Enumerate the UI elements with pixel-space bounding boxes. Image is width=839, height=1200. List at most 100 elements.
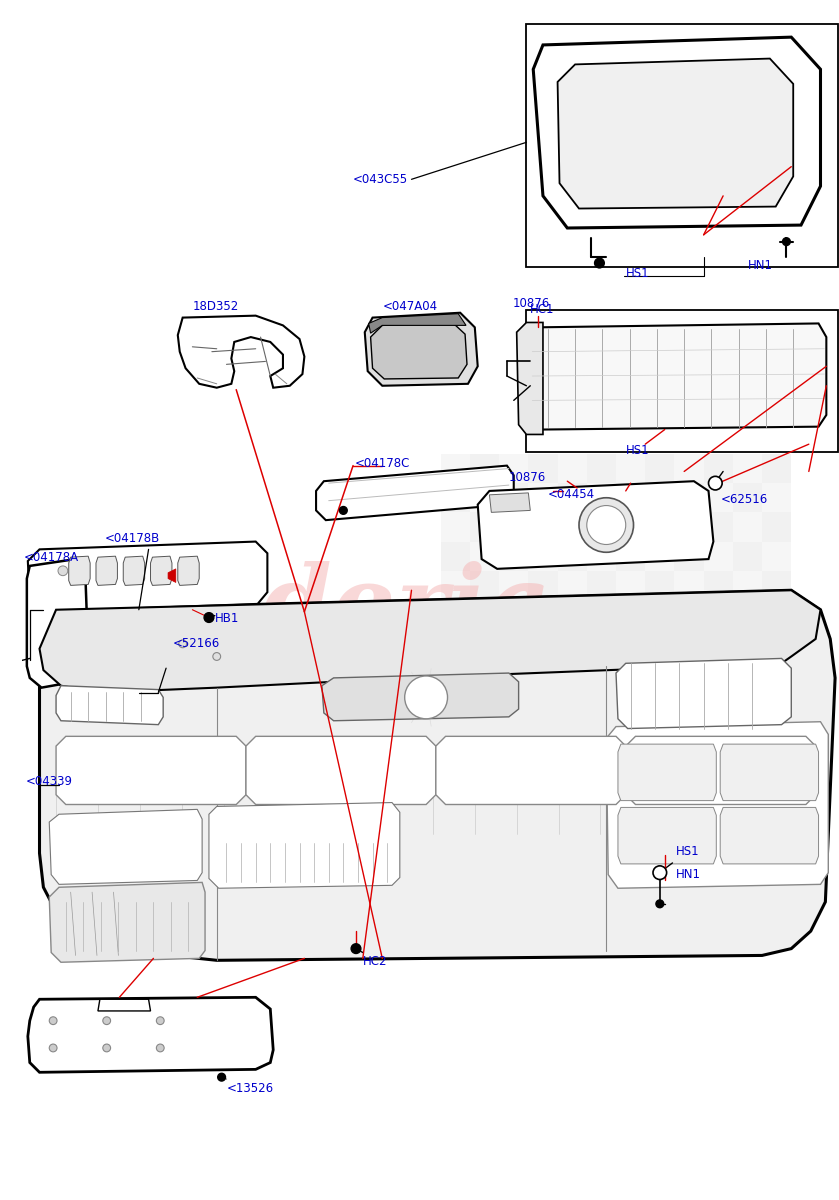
Polygon shape (529, 629, 558, 659)
Polygon shape (704, 746, 732, 775)
Polygon shape (675, 571, 704, 600)
Polygon shape (440, 688, 470, 716)
Polygon shape (529, 775, 558, 804)
Text: HC2: HC2 (362, 955, 388, 968)
Polygon shape (732, 512, 762, 541)
Polygon shape (675, 512, 704, 541)
Polygon shape (499, 484, 529, 512)
Polygon shape (762, 716, 791, 746)
Polygon shape (616, 484, 645, 512)
Text: 18D352: 18D352 (192, 300, 238, 313)
Polygon shape (762, 571, 791, 600)
Polygon shape (28, 541, 268, 612)
Polygon shape (477, 481, 713, 569)
Polygon shape (499, 600, 529, 629)
Circle shape (595, 258, 604, 268)
Polygon shape (470, 454, 499, 484)
Circle shape (179, 640, 186, 648)
Polygon shape (675, 454, 704, 484)
Polygon shape (489, 493, 530, 512)
Polygon shape (618, 744, 717, 800)
Polygon shape (586, 659, 616, 688)
Polygon shape (517, 323, 543, 434)
Polygon shape (732, 484, 762, 512)
Polygon shape (470, 775, 499, 804)
Polygon shape (645, 541, 675, 571)
Polygon shape (440, 629, 470, 659)
Text: <043C55: <043C55 (353, 174, 409, 186)
Circle shape (217, 1073, 226, 1081)
Polygon shape (704, 659, 732, 688)
Polygon shape (645, 688, 675, 716)
Polygon shape (529, 454, 558, 484)
Polygon shape (246, 737, 435, 804)
Circle shape (103, 1016, 111, 1025)
Text: HS1: HS1 (626, 266, 649, 280)
Polygon shape (732, 454, 762, 484)
Circle shape (50, 1016, 57, 1025)
Polygon shape (558, 716, 586, 746)
Polygon shape (616, 629, 645, 659)
Polygon shape (626, 737, 816, 804)
Polygon shape (732, 746, 762, 775)
Polygon shape (529, 659, 558, 688)
Polygon shape (534, 37, 821, 228)
Polygon shape (675, 600, 704, 629)
Polygon shape (732, 688, 762, 716)
Polygon shape (440, 512, 470, 541)
Polygon shape (440, 659, 470, 688)
Polygon shape (316, 466, 513, 520)
Text: <62516: <62516 (722, 493, 769, 506)
Polygon shape (675, 541, 704, 571)
Polygon shape (616, 512, 645, 541)
Polygon shape (499, 454, 529, 484)
Polygon shape (178, 316, 305, 388)
Polygon shape (470, 512, 499, 541)
Polygon shape (209, 803, 400, 888)
Polygon shape (732, 659, 762, 688)
Polygon shape (645, 600, 675, 629)
Polygon shape (732, 629, 762, 659)
Polygon shape (440, 746, 470, 775)
Polygon shape (732, 775, 762, 804)
Polygon shape (530, 324, 826, 430)
Circle shape (579, 498, 633, 552)
Text: 10876: 10876 (513, 296, 550, 310)
Text: HB1: HB1 (215, 612, 239, 625)
Polygon shape (470, 746, 499, 775)
Polygon shape (704, 571, 732, 600)
Polygon shape (322, 673, 519, 721)
Polygon shape (558, 512, 586, 541)
Polygon shape (675, 688, 704, 716)
Polygon shape (616, 688, 645, 716)
Polygon shape (704, 716, 732, 746)
Circle shape (340, 506, 347, 515)
Polygon shape (163, 622, 244, 676)
Circle shape (586, 505, 626, 545)
Text: <04454: <04454 (548, 488, 595, 502)
Polygon shape (586, 716, 616, 746)
Polygon shape (440, 484, 470, 512)
Polygon shape (586, 688, 616, 716)
Polygon shape (529, 688, 558, 716)
Polygon shape (440, 541, 470, 571)
Polygon shape (645, 775, 675, 804)
Polygon shape (586, 600, 616, 629)
Polygon shape (96, 556, 117, 586)
Polygon shape (645, 571, 675, 600)
Polygon shape (529, 512, 558, 541)
Polygon shape (616, 659, 791, 728)
Polygon shape (720, 808, 819, 864)
Polygon shape (645, 454, 675, 484)
Polygon shape (371, 323, 467, 379)
Polygon shape (732, 571, 762, 600)
Polygon shape (586, 571, 616, 600)
Circle shape (783, 238, 790, 246)
Polygon shape (69, 556, 90, 586)
Polygon shape (645, 659, 675, 688)
Polygon shape (50, 809, 202, 884)
Polygon shape (645, 484, 675, 512)
Circle shape (213, 653, 221, 660)
Polygon shape (732, 541, 762, 571)
Circle shape (103, 1044, 111, 1052)
